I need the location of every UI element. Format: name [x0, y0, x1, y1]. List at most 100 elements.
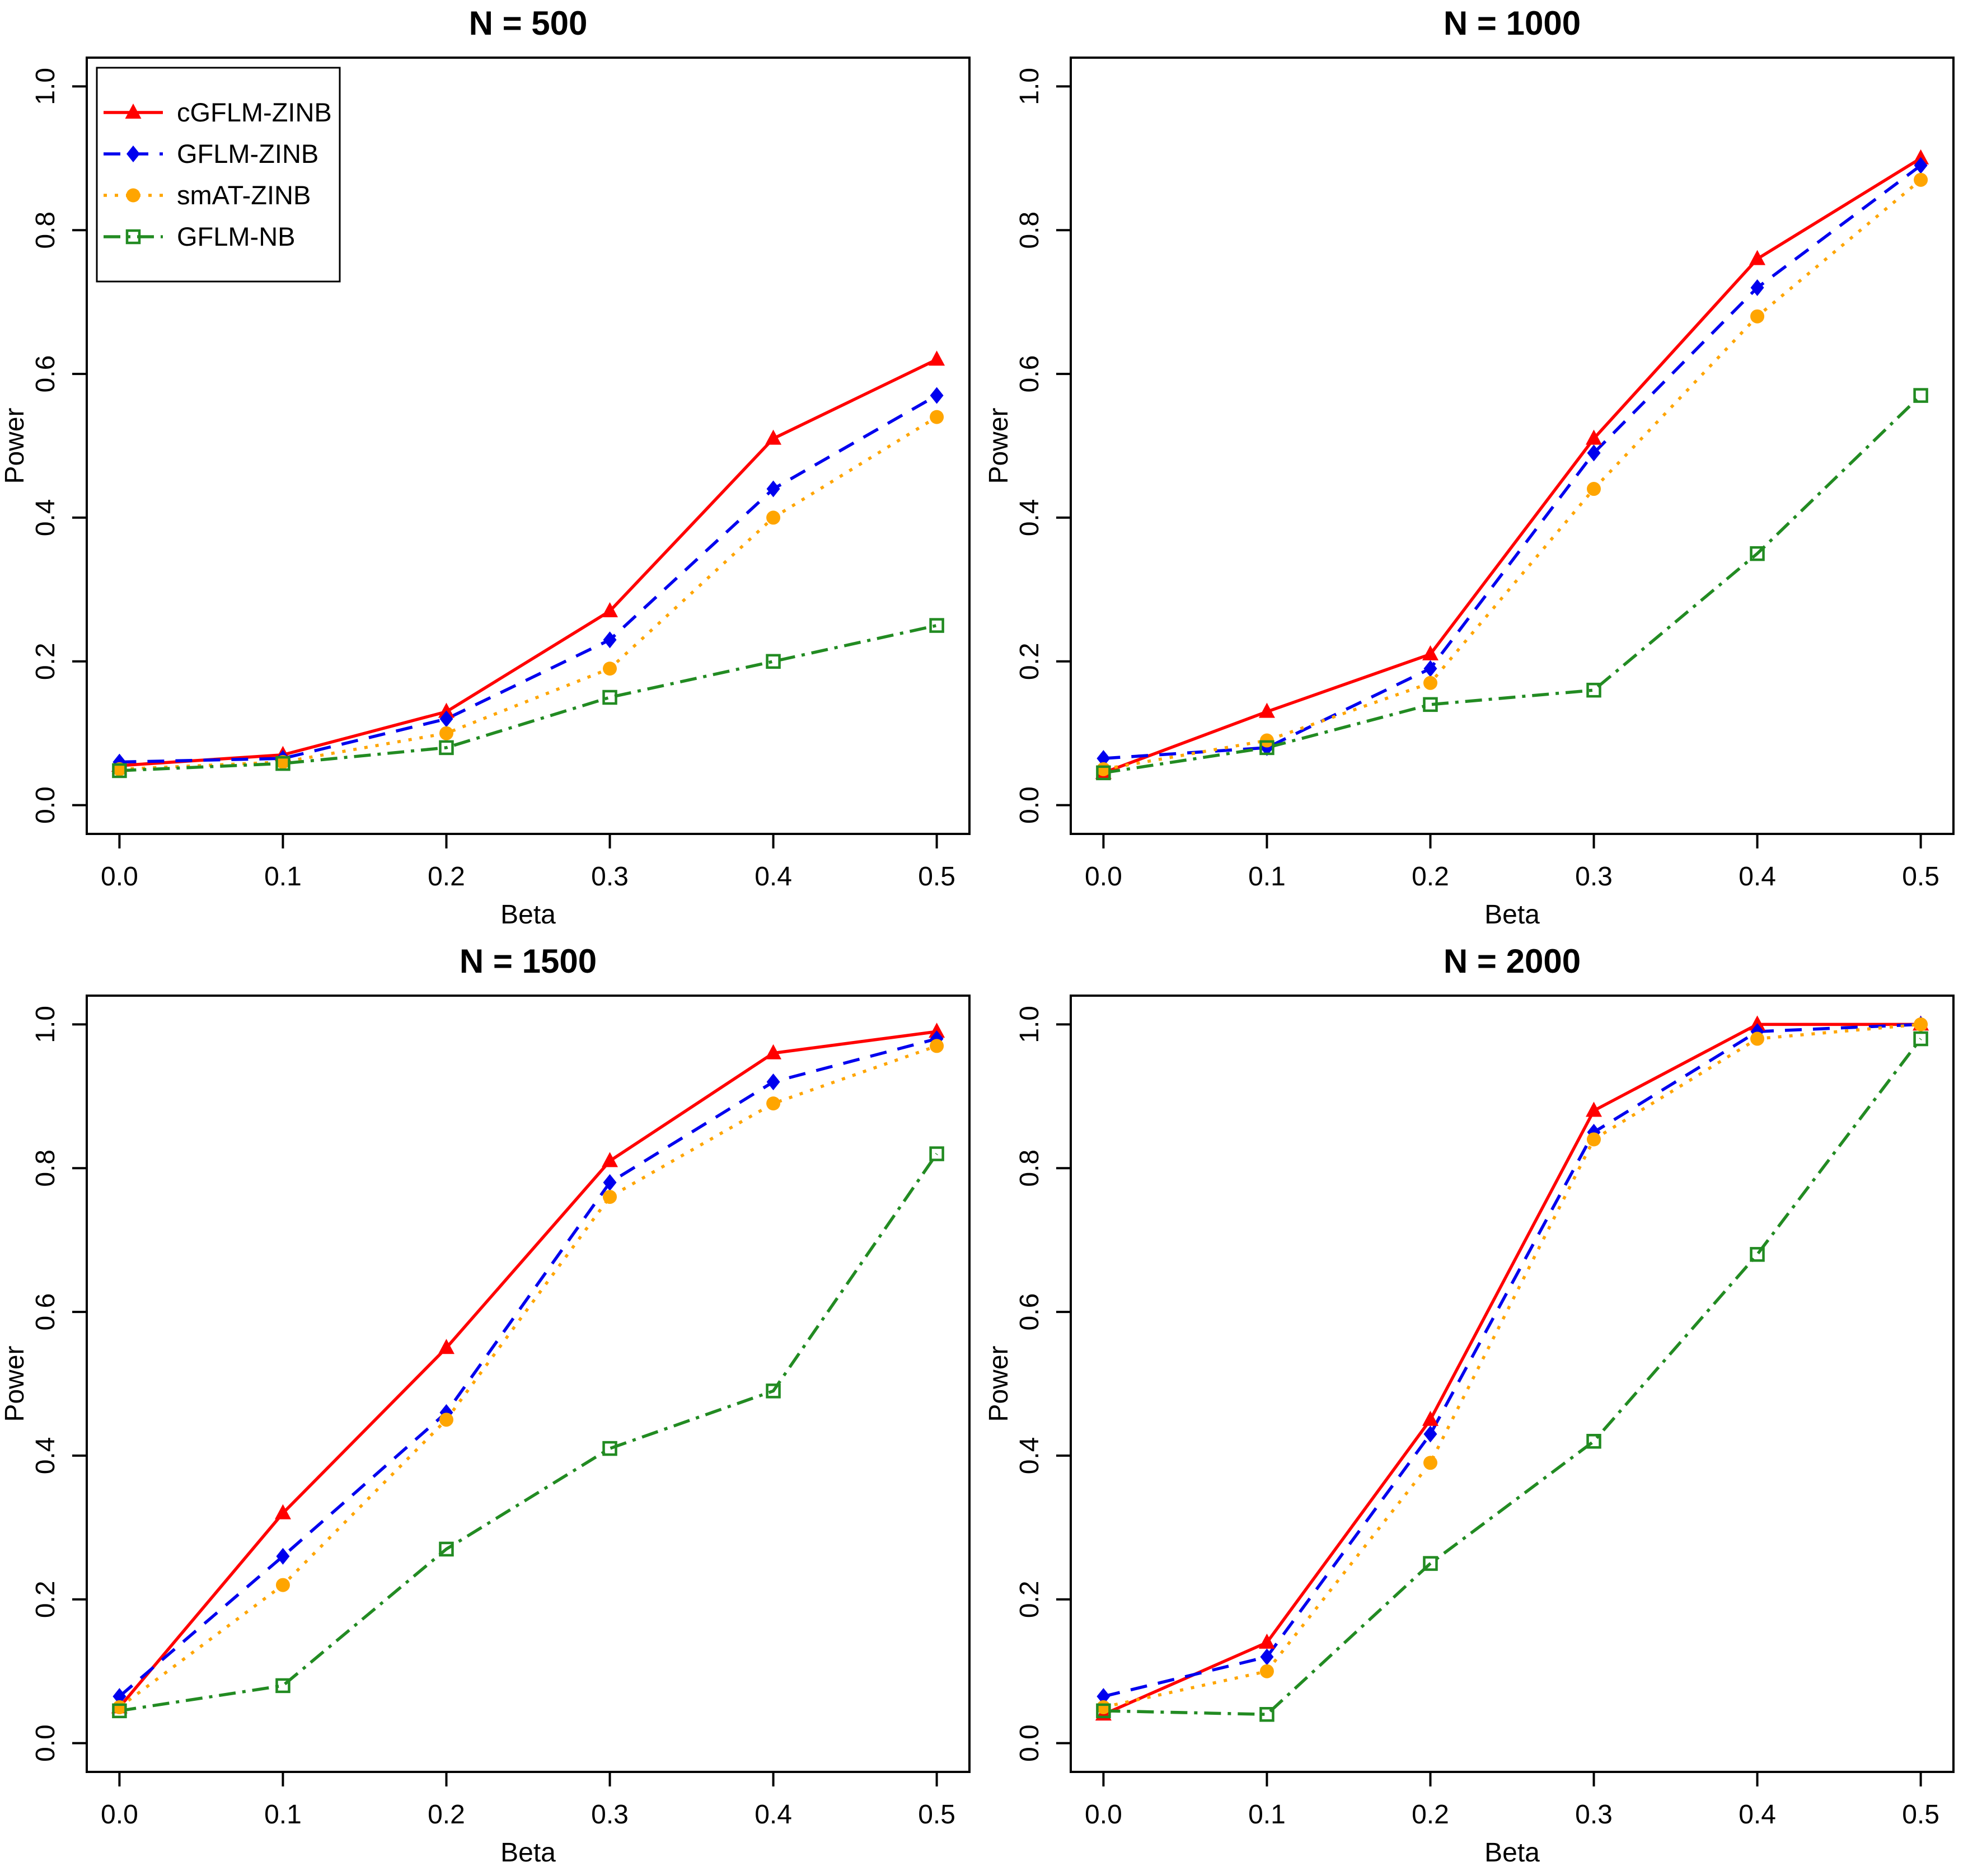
marker-triangle — [1422, 1410, 1438, 1426]
x-tick-label: 0.0 — [101, 1800, 138, 1830]
marker-open-square — [1259, 1707, 1274, 1722]
marker-diamond — [276, 1547, 290, 1565]
legend-label: smAT-ZINB — [177, 180, 311, 210]
y-tick-label: 0.6 — [31, 1293, 60, 1331]
marker-open-square — [1750, 1247, 1765, 1262]
x-tick-label: 0.1 — [1248, 862, 1286, 892]
marker-circle — [1587, 482, 1601, 496]
marker-open-square — [112, 1703, 127, 1719]
marker-circle — [1587, 1132, 1601, 1147]
series-line-GFLM-ZINB — [119, 394, 938, 764]
x-tick-label: 0.1 — [1248, 1800, 1286, 1830]
x-tick-label: 0.5 — [1902, 862, 1939, 892]
marker-circle — [1914, 172, 1928, 187]
marker-triangle — [1422, 645, 1438, 660]
plot-box — [86, 57, 971, 835]
chart-svg-N=1000: N = 1000 0.0 0.1 0.2 0.3 0.4 0.5 0.0 0.2 0.4 0.6 0.… — [984, 0, 1968, 938]
chart-panel-n2000: N = 2000 0.0 0.1 0.2 0.3 0.4 0.5 0.0 0.2 0.4 0.6 0.… — [984, 938, 1968, 1876]
chart-panel-n500: N = 500 0.0 0.1 0.2 0.3 0.4 0.5 0.0 0.2 0.4 0.6 0.8… — [0, 0, 984, 938]
series-line-GFLM-ZINB — [1103, 164, 1922, 760]
y-tick-label: 0.8 — [1015, 212, 1044, 249]
marker-triangle — [1258, 702, 1275, 718]
marker-diamond — [1423, 660, 1437, 677]
x-tick-label: 0.2 — [1412, 1800, 1449, 1830]
marker-open-square — [112, 763, 127, 778]
marker-circle — [1423, 676, 1437, 690]
series-markers-cGFLM-ZINB — [111, 1023, 945, 1714]
y-tick-label: 0.0 — [1015, 1724, 1044, 1762]
x-tick-label: 0.4 — [1739, 862, 1776, 892]
y-tick-label: 0.6 — [31, 355, 60, 393]
marker-diamond — [766, 480, 780, 498]
marker-triangle — [438, 702, 454, 718]
marker-triangle — [765, 429, 782, 445]
marker-circle — [1423, 1456, 1437, 1470]
x-axis-label: Beta — [500, 900, 556, 930]
marker-open-square — [1423, 697, 1438, 712]
x-tick-label: 0.3 — [591, 1800, 629, 1830]
marker-diamond — [603, 1174, 617, 1191]
marker-circle — [603, 662, 617, 676]
x-tick-label: 0.2 — [428, 1800, 465, 1830]
marker-open-square — [1913, 1031, 1928, 1047]
marker-diamond — [1423, 1425, 1437, 1443]
y-tick-label: 1.0 — [1015, 1006, 1044, 1043]
marker-triangle — [1749, 1015, 1766, 1031]
y-tick-label: 0.6 — [1015, 355, 1044, 393]
marker-diamond — [1914, 157, 1928, 174]
y-tick-label: 0.2 — [1015, 1580, 1044, 1618]
marker-circle — [1259, 1664, 1274, 1678]
marker-diamond — [603, 631, 617, 649]
marker-open-square — [1259, 740, 1274, 756]
marker-open-square — [1586, 682, 1601, 698]
marker-open-square — [602, 690, 617, 705]
x-axis-label: Beta — [500, 1838, 556, 1868]
x-tick-label: 0.4 — [755, 862, 792, 892]
marker-circle — [439, 726, 453, 740]
marker-open-square — [1423, 1556, 1438, 1571]
marker-diamond — [930, 387, 944, 404]
y-tick-label: 0.8 — [31, 212, 60, 249]
y-tick-label: 0.6 — [1015, 1293, 1044, 1331]
x-tick-label: 0.5 — [918, 1800, 955, 1830]
marker-open-square — [1096, 765, 1111, 781]
series-line-GFLM-NB — [1103, 394, 1922, 775]
marker-diamond — [1750, 279, 1764, 296]
x-tick-label: 0.3 — [1575, 862, 1613, 892]
x-axis-label: Beta — [1484, 1838, 1540, 1868]
panel-title: N = 1000 — [1444, 4, 1581, 42]
y-tick-label: 0.4 — [31, 1437, 60, 1475]
x-tick-label: 0.5 — [918, 862, 955, 892]
series-line-cGFLM-ZINB — [119, 358, 938, 767]
marker-triangle — [1586, 429, 1602, 445]
marker-triangle — [1749, 250, 1766, 265]
marker-open-square — [766, 654, 781, 669]
marker-circle — [1750, 309, 1765, 323]
y-tick-label: 0.2 — [31, 1580, 60, 1618]
marker-triangle — [1258, 1633, 1275, 1649]
marker-open-square — [275, 756, 290, 771]
marker-open-square — [1913, 388, 1928, 403]
marker-circle — [930, 410, 944, 424]
x-axis-label: Beta — [1484, 900, 1540, 930]
legend: cGFLM-ZINB GFLM-ZINB smAT-ZINB GFLM-NB — [96, 67, 341, 283]
plot-box — [86, 995, 971, 1773]
series-line-GFLM-ZINB — [1103, 1023, 1921, 1698]
x-tick-label: 0.1 — [264, 1800, 302, 1830]
panel-background — [984, 938, 1968, 1876]
y-axis-label: Power — [0, 1345, 30, 1422]
marker-triangle — [602, 1152, 618, 1167]
y-tick-label: 0.8 — [1015, 1150, 1044, 1187]
y-tick-label: 0.4 — [1015, 499, 1044, 537]
marker-open-square — [929, 618, 944, 633]
y-tick-label: 0.4 — [1015, 1437, 1044, 1475]
x-tick-label: 0.3 — [1575, 1800, 1613, 1830]
y-tick-label: 0.0 — [31, 1724, 60, 1762]
marker-triangle — [929, 1023, 945, 1038]
x-tick-label: 0.2 — [1412, 862, 1449, 892]
chart-svg-N=500: N = 500 0.0 0.1 0.2 0.3 0.4 0.5 0.0 0.2 0.4 0.6 0.8… — [0, 0, 984, 938]
series-line-cGFLM-ZINB — [1103, 1023, 1921, 1716]
marker-triangle — [438, 1339, 454, 1354]
x-tick-label: 0.3 — [591, 862, 629, 892]
